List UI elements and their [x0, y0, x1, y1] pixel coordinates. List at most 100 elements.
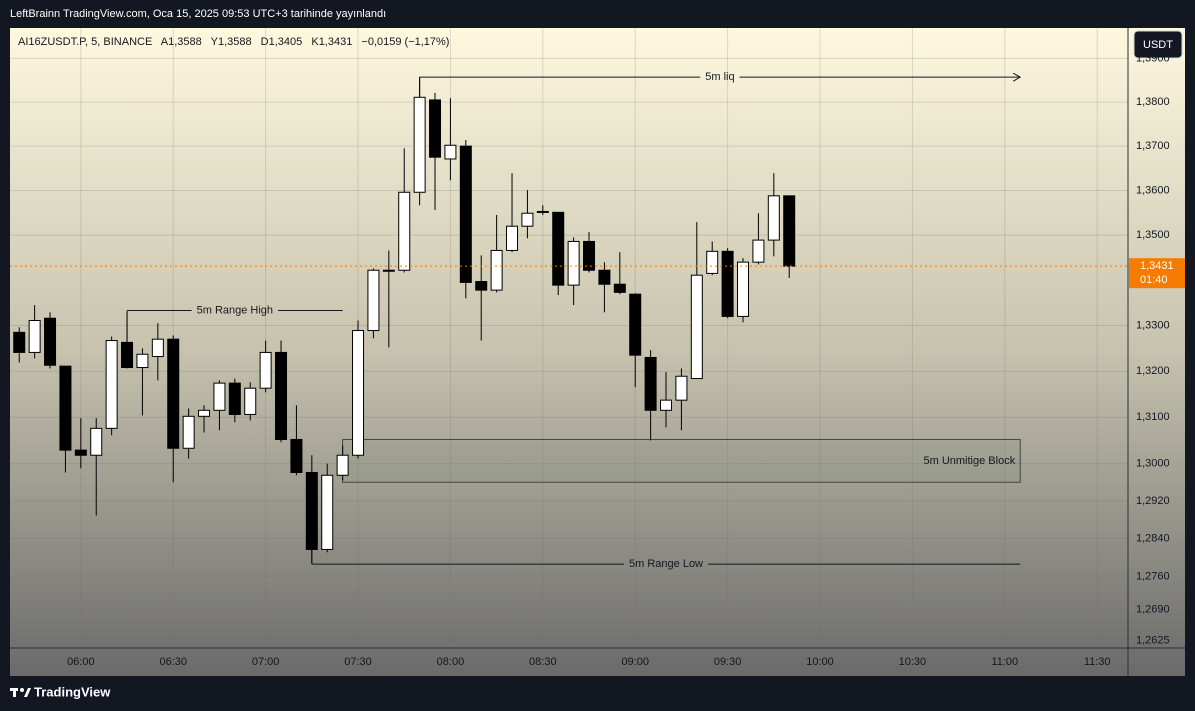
candle-body: [151, 338, 164, 358]
currency-badge[interactable]: [1133, 30, 1183, 59]
legend-symbol: AI16ZUSDT.P, 5, BINANCE: [18, 36, 152, 48]
x-tick-label: 06:00: [67, 656, 95, 668]
candle-body: [259, 351, 272, 389]
y-tick-label: 1,2920: [1136, 495, 1170, 507]
candle-body: [567, 240, 580, 286]
candle-body: [721, 250, 734, 317]
candle-body: [706, 250, 719, 274]
candle-body: [690, 274, 703, 380]
candle-body: [413, 96, 426, 193]
annotation-box: [342, 438, 1021, 483]
currency-text[interactable]: USDT: [1143, 39, 1173, 51]
legend-value: 1,3431: [319, 36, 353, 48]
candle-body: [398, 191, 411, 271]
legend-value: 1,3588: [218, 36, 252, 48]
candle-body: [59, 365, 72, 451]
brand-name: TradingView: [34, 684, 111, 699]
candle-body: [629, 293, 642, 356]
legend-label: A: [161, 36, 169, 48]
x-tick-label: 11:30: [1084, 656, 1111, 668]
brand-logo: [10, 688, 31, 697]
x-tick-label: 08:30: [529, 656, 557, 668]
candle-body: [767, 195, 780, 241]
candle-body: [506, 225, 519, 251]
candle-body: [44, 317, 57, 366]
x-tick-label: 09:00: [621, 656, 649, 668]
legend-label: Y: [211, 36, 219, 48]
candle-body: [136, 353, 149, 369]
candle-body: [382, 269, 395, 272]
y-tick-label: 1,2760: [1136, 570, 1170, 582]
y-tick-label: 1,3000: [1136, 458, 1170, 470]
x-tick-label: 06:30: [159, 656, 187, 668]
candle-body: [783, 195, 796, 267]
candle-body: [660, 399, 673, 411]
last-price-label: 1,3431: [1140, 260, 1174, 272]
candle-body: [521, 212, 534, 227]
y-tick-label: 1,2840: [1136, 532, 1170, 544]
candle-body: [613, 283, 626, 293]
last-price-countdown: 01:40: [1140, 274, 1168, 286]
legend-label: K: [311, 36, 319, 48]
candle-body: [644, 356, 657, 411]
candle-body: [182, 415, 195, 449]
candle-body: [13, 331, 26, 353]
x-tick-label: 10:30: [899, 656, 927, 668]
legend: AI16ZUSDT.P, 5, BINANCE A1,3588 Y1,3588 …: [18, 36, 449, 48]
x-tick-label: 09:30: [714, 656, 742, 668]
candle-body: [275, 351, 288, 440]
legend-value: 1,3588: [168, 36, 202, 48]
plot-background: [10, 28, 1185, 676]
candle-body: [74, 449, 87, 456]
y-tick-label: 1,2625: [1136, 635, 1170, 647]
candle-body: [321, 474, 334, 550]
candle-body: [429, 99, 442, 158]
y-tick-label: 1,2690: [1136, 604, 1170, 616]
candle-body: [305, 471, 318, 550]
y-tick-label: 1,3100: [1136, 411, 1170, 423]
candle-body: [105, 340, 118, 429]
candle-body: [336, 454, 349, 476]
x-tick-label: 10:00: [806, 656, 834, 668]
candle-body: [598, 269, 611, 285]
plot: 5m liq 5m Range High 5m Range Low 5m Unmiti…: [10, 28, 1128, 648]
legend-label: D: [261, 36, 269, 48]
candle-body: [583, 240, 596, 271]
annotation-label: 5m Range High: [197, 304, 273, 316]
y-tick-label: 1,3200: [1136, 365, 1170, 377]
y-tick-label: 1,3700: [1136, 140, 1170, 152]
legend-change: −0,0159 (−1,17%): [361, 36, 449, 48]
annotation-arrow: [1012, 72, 1022, 82]
candle-body: [28, 320, 41, 353]
annotation-label: 5m liq: [705, 71, 734, 83]
y-tick-label: 1,3300: [1136, 319, 1170, 331]
candle-body: [121, 341, 134, 369]
x-tick-label: 07:30: [344, 656, 372, 668]
x-tick-label: 08:00: [437, 656, 465, 668]
candle-body: [752, 239, 765, 263]
y-tick-label: 1,3800: [1136, 96, 1170, 108]
candle-body: [367, 269, 380, 332]
candle-body: [213, 382, 226, 411]
x-tick-label: 07:00: [252, 656, 280, 668]
last-price-box: [1129, 258, 1185, 289]
x-tick-label: 11:00: [991, 656, 1018, 668]
annotation-label: 5m Unmitige Block: [924, 455, 1016, 467]
legend-value: 1,3405: [269, 36, 303, 48]
candle-body: [459, 145, 472, 283]
candle-body: [737, 261, 750, 317]
candle-body: [228, 382, 241, 415]
candle-body: [167, 338, 180, 449]
candle-body: [352, 330, 365, 456]
candle-body: [444, 144, 457, 160]
candle-body: [536, 210, 549, 213]
annotation-label: 5m Range Low: [629, 558, 703, 570]
candle-body: [675, 375, 688, 401]
y-tick-label: 1,3900: [1136, 52, 1170, 64]
candle-body: [490, 249, 503, 291]
candle-body: [244, 387, 257, 415]
candle-body: [475, 281, 488, 291]
y-tick-label: 1,3600: [1136, 184, 1170, 196]
candle-body: [198, 409, 211, 417]
